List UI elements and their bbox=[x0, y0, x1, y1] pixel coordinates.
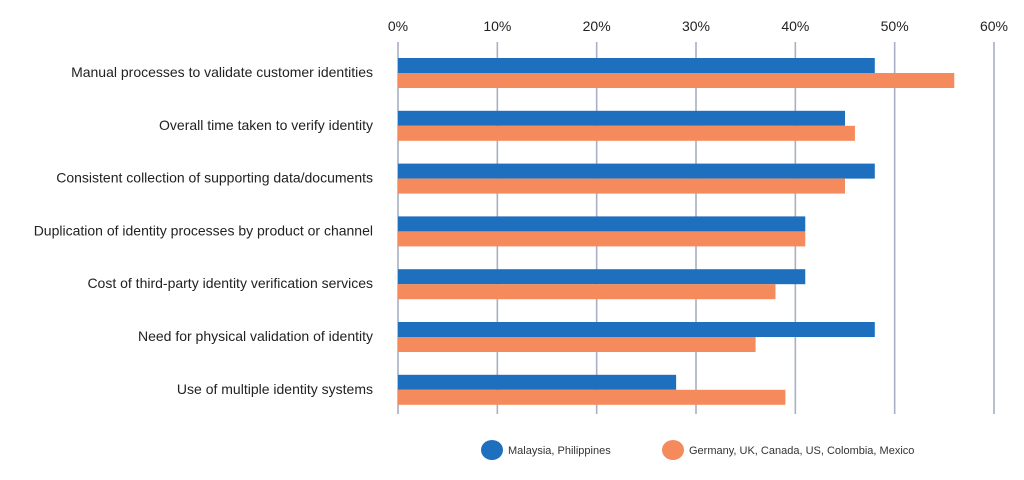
category-label: Use of multiple identity systems bbox=[177, 381, 373, 397]
legend-swatch bbox=[662, 440, 684, 460]
category-label: Overall time taken to verify identity bbox=[159, 117, 373, 133]
bar bbox=[398, 163, 875, 179]
category-label: Consistent collection of supporting data… bbox=[56, 170, 373, 186]
legend-label: Malaysia, Philippines bbox=[508, 445, 611, 457]
bar bbox=[398, 73, 955, 88]
category-label: Manual processes to validate customer id… bbox=[71, 64, 373, 80]
x-tick-label: 20% bbox=[583, 18, 611, 34]
bar bbox=[398, 216, 806, 232]
bars bbox=[398, 58, 955, 405]
legend-label: Germany, UK, Canada, US, Colombia, Mexic… bbox=[689, 445, 914, 457]
legend-swatch bbox=[481, 440, 503, 460]
bar bbox=[398, 337, 756, 352]
bar bbox=[398, 178, 845, 194]
x-tick-label: 10% bbox=[483, 18, 511, 34]
category-label: Duplication of identity processes by pro… bbox=[34, 222, 373, 238]
bar bbox=[398, 110, 845, 126]
x-tick-label: 30% bbox=[682, 18, 710, 34]
bar bbox=[398, 58, 875, 73]
x-tick-label: 50% bbox=[881, 18, 909, 34]
category-label: Need for physical validation of identity bbox=[138, 328, 373, 344]
x-tick-label: 0% bbox=[388, 18, 408, 34]
category-label: Cost of third-party identity verificatio… bbox=[87, 275, 373, 291]
bar bbox=[398, 231, 806, 247]
category-labels: Manual processes to validate customer id… bbox=[34, 64, 373, 397]
bar bbox=[398, 284, 776, 300]
bar bbox=[398, 125, 855, 141]
x-axis-ticks: 0% 10% 20% 30% 40% 50% 60% bbox=[388, 18, 1008, 34]
x-tick-label: 40% bbox=[781, 18, 809, 34]
bar bbox=[398, 322, 875, 337]
bar bbox=[398, 389, 786, 405]
legend: Malaysia, Philippines Germany, UK, Canada… bbox=[481, 440, 914, 460]
bar bbox=[398, 374, 677, 390]
x-tick-label: 60% bbox=[980, 18, 1008, 34]
bar bbox=[398, 269, 806, 285]
